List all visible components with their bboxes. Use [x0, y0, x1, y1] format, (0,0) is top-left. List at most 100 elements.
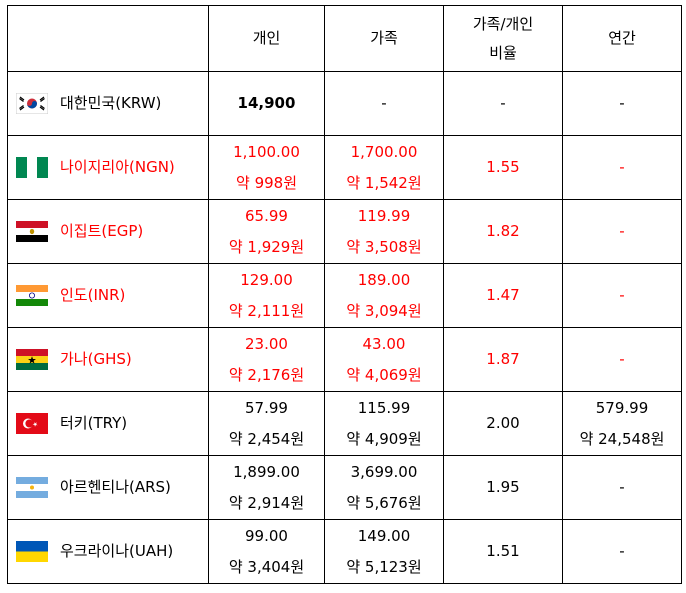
personal-price-krw: 약 2,111원 — [228, 301, 305, 320]
header-family: 가족 — [324, 5, 444, 72]
korea-flag-icon — [16, 93, 48, 114]
family-price-krw: 약 1,542원 — [346, 173, 422, 192]
family-price: 43.00 — [362, 334, 406, 353]
family-price: 189.00 — [357, 270, 411, 289]
country-cell: 아르헨티나(ARS) — [7, 455, 209, 520]
header-row: 개인 가족 가족/개인 비율 연간 — [7, 5, 682, 72]
country-cell: 우크라이나(UAH) — [7, 519, 209, 584]
personal-price: 57.99 — [245, 398, 288, 417]
personal-price-krw: 약 1,929원 — [228, 237, 305, 256]
country-name: 터키(TRY) — [60, 414, 128, 432]
personal-price-cell: 99.00 약 3,404원 — [208, 519, 325, 584]
country-name: 가나(GHS) — [60, 350, 132, 368]
header-ratio-line1: 가족/개인 — [472, 14, 534, 33]
ghana-flag-icon — [16, 349, 48, 370]
personal-price-cell: 1,899.00 약 2,914원 — [208, 455, 325, 520]
family-price: - — [324, 71, 444, 136]
family-price: 119.99 — [357, 206, 411, 225]
personal-price-krw: 약 998원 — [236, 173, 297, 192]
country-cell: 인도(INR) — [7, 263, 209, 328]
ukraine-flag-icon — [16, 541, 48, 562]
personal-price-cell: 1,100.00 약 998원 — [208, 135, 325, 200]
family-price: 1,700.00 — [350, 142, 418, 161]
table-row: 가나(GHS) 23.00 약 2,176원 43.00 약 4,069원 1.… — [7, 327, 682, 392]
family-price: 3,699.00 — [350, 462, 418, 481]
ratio-value: 1.55 — [443, 135, 563, 200]
country-cell: 대한민국(KRW) — [7, 71, 209, 136]
country-name: 이집트(EGP) — [60, 222, 144, 240]
personal-price-krw: 약 2,176원 — [228, 365, 305, 384]
family-price-cell: 3,699.00 약 5,676원 — [324, 455, 444, 520]
annual-price: - — [562, 199, 682, 264]
price-comparison-table: 개인 가족 가족/개인 비율 연간 — [7, 5, 682, 584]
annual-price: - — [562, 135, 682, 200]
family-price: 149.00 — [357, 526, 411, 545]
annual-price: - — [562, 327, 682, 392]
personal-price: 1,100.00 — [233, 142, 300, 161]
family-price-krw: 약 4,909원 — [346, 429, 422, 448]
personal-price-cell: 23.00 약 2,176원 — [208, 327, 325, 392]
personal-price: 65.99 — [245, 206, 288, 225]
family-price-krw: 약 5,676원 — [346, 493, 422, 512]
header-personal: 개인 — [208, 5, 325, 72]
family-price-krw: 약 3,508원 — [346, 237, 422, 256]
personal-price: 23.00 — [245, 334, 288, 353]
table-row: 인도(INR) 129.00 약 2,111원 189.00 약 3,094원 … — [7, 263, 682, 328]
country-cell: 터키(TRY) — [7, 391, 209, 456]
table-row: 대한민국(KRW) 14,900 - - - — [7, 71, 682, 136]
family-price-cell: 119.99 약 3,508원 — [324, 199, 444, 264]
nigeria-flag-icon — [16, 157, 48, 178]
family-price-cell: 189.00 약 3,094원 — [324, 263, 444, 328]
header-annual: 연간 — [562, 5, 682, 72]
egypt-flag-icon — [16, 221, 48, 242]
annual-price-krw: 약 24,548원 — [579, 429, 665, 448]
annual-price: - — [562, 455, 682, 520]
country-cell: 이집트(EGP) — [7, 199, 209, 264]
annual-price: - — [562, 71, 682, 136]
table-row: 우크라이나(UAH) 99.00 약 3,404원 149.00 약 5,123… — [7, 519, 682, 584]
annual-price: - — [562, 519, 682, 584]
ratio-value: 1.87 — [443, 327, 563, 392]
header-ratio: 가족/개인 비율 — [443, 5, 563, 72]
ratio-value: 1.82 — [443, 199, 563, 264]
personal-price-cell: 129.00 약 2,111원 — [208, 263, 325, 328]
annual-price: - — [562, 263, 682, 328]
turkey-flag-icon — [16, 413, 48, 434]
family-price-krw: 약 5,123원 — [346, 557, 422, 576]
ratio-value: 1.51 — [443, 519, 563, 584]
personal-price-cell: 57.99 약 2,454원 — [208, 391, 325, 456]
personal-price: 14,900 — [208, 71, 325, 136]
ratio-value: 2.00 — [443, 391, 563, 456]
personal-price-krw: 약 2,914원 — [228, 493, 305, 512]
country-name: 아르헨티나(ARS) — [60, 478, 171, 496]
annual-price-cell: 579.99 약 24,548원 — [562, 391, 682, 456]
family-price-cell: 115.99 약 4,909원 — [324, 391, 444, 456]
family-price-cell: 43.00 약 4,069원 — [324, 327, 444, 392]
table-row: 아르헨티나(ARS) 1,899.00 약 2,914원 3,699.00 약 … — [7, 455, 682, 520]
personal-price: 129.00 — [240, 270, 293, 289]
india-flag-icon — [16, 285, 48, 306]
ratio-value: 1.47 — [443, 263, 563, 328]
table-row: 터키(TRY) 57.99 약 2,454원 115.99 약 4,909원 2… — [7, 391, 682, 456]
country-name: 대한민국(KRW) — [60, 94, 162, 112]
country-name: 우크라이나(UAH) — [60, 542, 174, 560]
ratio-value: - — [443, 71, 563, 136]
family-price-cell: 149.00 약 5,123원 — [324, 519, 444, 584]
family-price: 115.99 — [357, 398, 411, 417]
personal-price: 1,899.00 — [233, 462, 300, 481]
ratio-value: 1.95 — [443, 455, 563, 520]
header-ratio-line2: 비율 — [489, 43, 517, 62]
personal-price-krw: 약 2,454원 — [228, 429, 305, 448]
personal-price-krw: 약 3,404원 — [228, 557, 305, 576]
country-cell: 가나(GHS) — [7, 327, 209, 392]
family-price-krw: 약 3,094원 — [346, 301, 422, 320]
annual-price: 579.99 — [595, 398, 649, 417]
header-country-cell — [7, 5, 209, 72]
table-row: 나이지리아(NGN) 1,100.00 약 998원 1,700.00 약 1,… — [7, 135, 682, 200]
table-row: 이집트(EGP) 65.99 약 1,929원 119.99 약 3,508원 … — [7, 199, 682, 264]
family-price-krw: 약 4,069원 — [346, 365, 422, 384]
country-cell: 나이지리아(NGN) — [7, 135, 209, 200]
family-price-cell: 1,700.00 약 1,542원 — [324, 135, 444, 200]
argentina-flag-icon — [16, 477, 48, 498]
personal-price: 99.00 — [245, 526, 288, 545]
